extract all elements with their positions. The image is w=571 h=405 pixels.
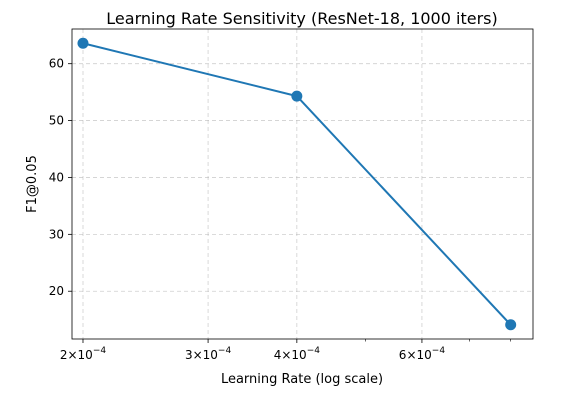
plot-area-frame	[71, 28, 534, 340]
x-tick-times: ×	[193, 348, 203, 362]
data-point	[77, 37, 89, 49]
x-tick-base: 10	[78, 348, 93, 362]
data-point	[505, 319, 517, 331]
data-point	[291, 90, 303, 102]
x-tick-exponent: −4	[432, 346, 446, 356]
grid-lines	[72, 29, 533, 339]
x-tick-mantissa: 4	[274, 348, 282, 362]
x-tick-base: 10	[291, 348, 306, 362]
x-tick-exponent: −4	[307, 346, 321, 356]
x-tick-base: 10	[203, 348, 218, 362]
chart-title: Learning Rate Sensitivity (ResNet-18, 10…	[106, 9, 497, 28]
x-tick-label: 3×10−4	[185, 346, 232, 362]
series-group	[77, 37, 517, 331]
x-tick-base: 10	[417, 348, 432, 362]
x-tick-mantissa: 3	[185, 348, 193, 362]
x-tick-label: 6×10−4	[399, 346, 446, 362]
y-tick-label: 40	[49, 170, 64, 184]
y-tick-label: 50	[49, 114, 64, 128]
x-axis-label: Learning Rate (log scale)	[221, 372, 383, 387]
x-tick-times: ×	[281, 348, 291, 362]
x-tick-label: 2×10−4	[60, 346, 107, 362]
x-tick-times: ×	[406, 348, 416, 362]
y-tick-label: 30	[49, 227, 64, 241]
x-tick-mantissa: 6	[399, 348, 407, 362]
x-tick-label: 4×10−4	[274, 346, 321, 362]
y-tick-label: 20	[49, 284, 64, 298]
y-tick-label: 60	[49, 57, 64, 71]
x-tick-mantissa: 2	[60, 348, 68, 362]
x-tick-times: ×	[67, 348, 77, 362]
x-tick-exponent: −4	[93, 346, 107, 356]
y-axis-label: F1@0.05	[25, 155, 40, 213]
x-tick-exponent: −4	[218, 346, 232, 356]
